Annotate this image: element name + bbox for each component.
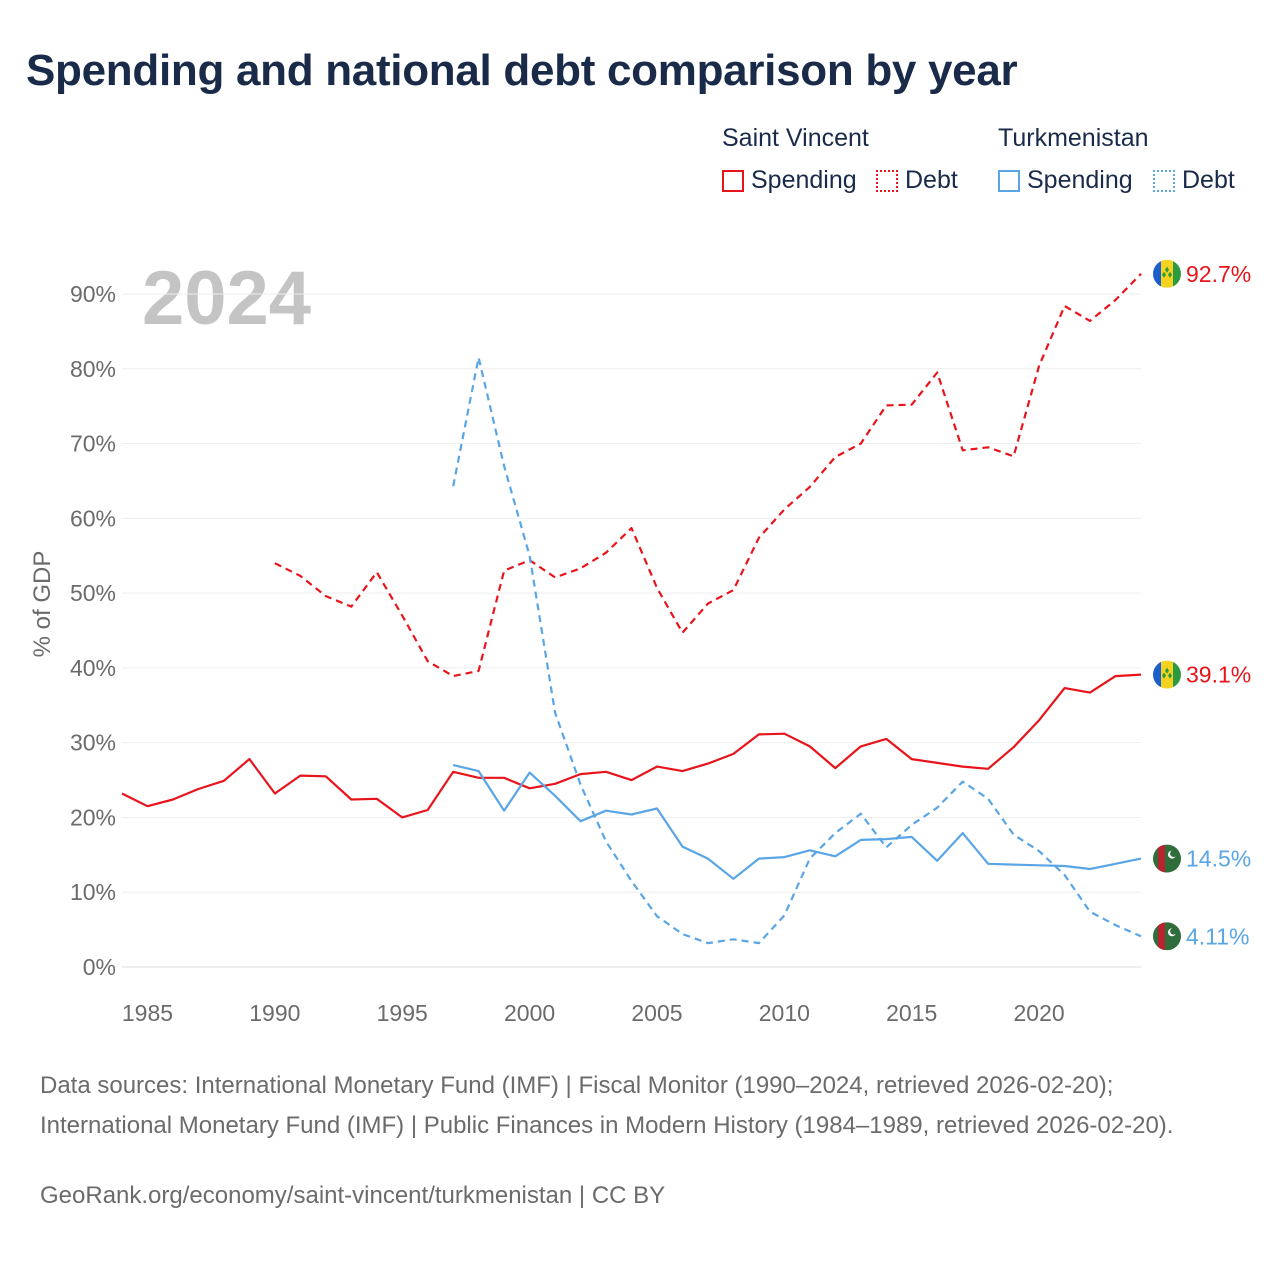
end-value-label: 14.5% <box>1186 846 1251 872</box>
credit-link[interactable]: GeoRank.org/economy/saint-vincent/turkme… <box>40 1182 666 1209</box>
saint-vincent-flag-icon <box>1153 660 1181 689</box>
x-tick-label: 2005 <box>631 1000 682 1026</box>
legend-turkmenistan-spending[interactable]: Spending <box>998 166 1133 195</box>
legend-title-turkmenistan: Turkmenistan <box>998 124 1149 152</box>
y-tick-label: 50% <box>70 580 116 606</box>
legend-swatch-dotted-icon <box>1153 169 1175 192</box>
y-axis-label: % of GDP <box>29 551 56 658</box>
legend-label: Spending <box>751 166 857 194</box>
y-tick-label: 80% <box>70 356 116 382</box>
x-tick-label: 1995 <box>377 1000 428 1026</box>
legend-saint-vincent-debt[interactable]: Debt <box>876 166 958 195</box>
legend-label: Spending <box>1027 166 1133 194</box>
year-watermark: 2024 <box>142 256 311 341</box>
end-value-label: 92.7% <box>1186 261 1251 287</box>
gridlines <box>122 293 1141 968</box>
x-tick-label: 2020 <box>1014 1000 1065 1026</box>
x-tick-label: 2010 <box>759 1000 810 1026</box>
series-line-saint-vincent-spending[interactable] <box>121 673 1142 819</box>
y-tick-label: 0% <box>83 954 116 980</box>
y-tick-label: 20% <box>70 804 116 830</box>
legend-label: Debt <box>1182 166 1235 194</box>
y-tick-label: 30% <box>70 730 116 756</box>
end-value-label: 39.1% <box>1186 662 1251 688</box>
legend-swatch-dotted-icon <box>876 169 898 192</box>
y-tick-label: 70% <box>70 431 116 457</box>
saint-vincent-flag-icon <box>1153 259 1181 288</box>
series-line-turkmenistan-debt[interactable] <box>452 356 1142 945</box>
end-labels: 39.1% 92.7% 14.5% 4.11% <box>1153 259 1251 951</box>
legend-title-saint-vincent: Saint Vincent <box>722 124 869 152</box>
end-value-label: 4.11% <box>1186 923 1250 949</box>
legend-swatch-solid-icon <box>722 169 744 192</box>
y-tick-label: 40% <box>70 655 116 681</box>
legend-saint-vincent-spending[interactable]: Spending <box>722 166 857 195</box>
x-tick-label: 2000 <box>504 1000 555 1026</box>
line-chart: 2024 0%10%20%30%40%50%60%70%80%90% 1985 1… <box>29 256 1251 1026</box>
series-lines <box>121 273 1142 945</box>
series-line-turkmenistan-spending[interactable] <box>452 764 1142 880</box>
turkmenistan-flag-icon <box>1153 844 1181 873</box>
x-axis-ticks: 1985 1990 1995 2000 2005 2010 2015 2020 <box>122 1000 1065 1026</box>
legend-label: Debt <box>905 166 958 194</box>
series-line-saint-vincent-debt[interactable] <box>274 273 1142 678</box>
chart-title: Spending and national debt comparison by… <box>26 46 1018 95</box>
data-sources: Data sources: International Monetary Fun… <box>40 1072 1174 1139</box>
y-tick-label: 90% <box>70 281 116 307</box>
y-axis-ticks: 0% 10% 20% 30% 40% 50% 60% 70% 80% 90% <box>70 281 116 980</box>
legend-turkmenistan-debt[interactable]: Debt <box>1153 166 1235 195</box>
turkmenistan-flag-icon <box>1153 922 1181 951</box>
y-tick-label: 10% <box>70 879 116 905</box>
y-tick-label: 60% <box>70 505 116 531</box>
x-tick-label: 1985 <box>122 1000 173 1026</box>
x-tick-label: 1990 <box>249 1000 300 1026</box>
x-tick-label: 2015 <box>886 1000 937 1026</box>
legend-swatch-solid-icon <box>998 169 1020 192</box>
